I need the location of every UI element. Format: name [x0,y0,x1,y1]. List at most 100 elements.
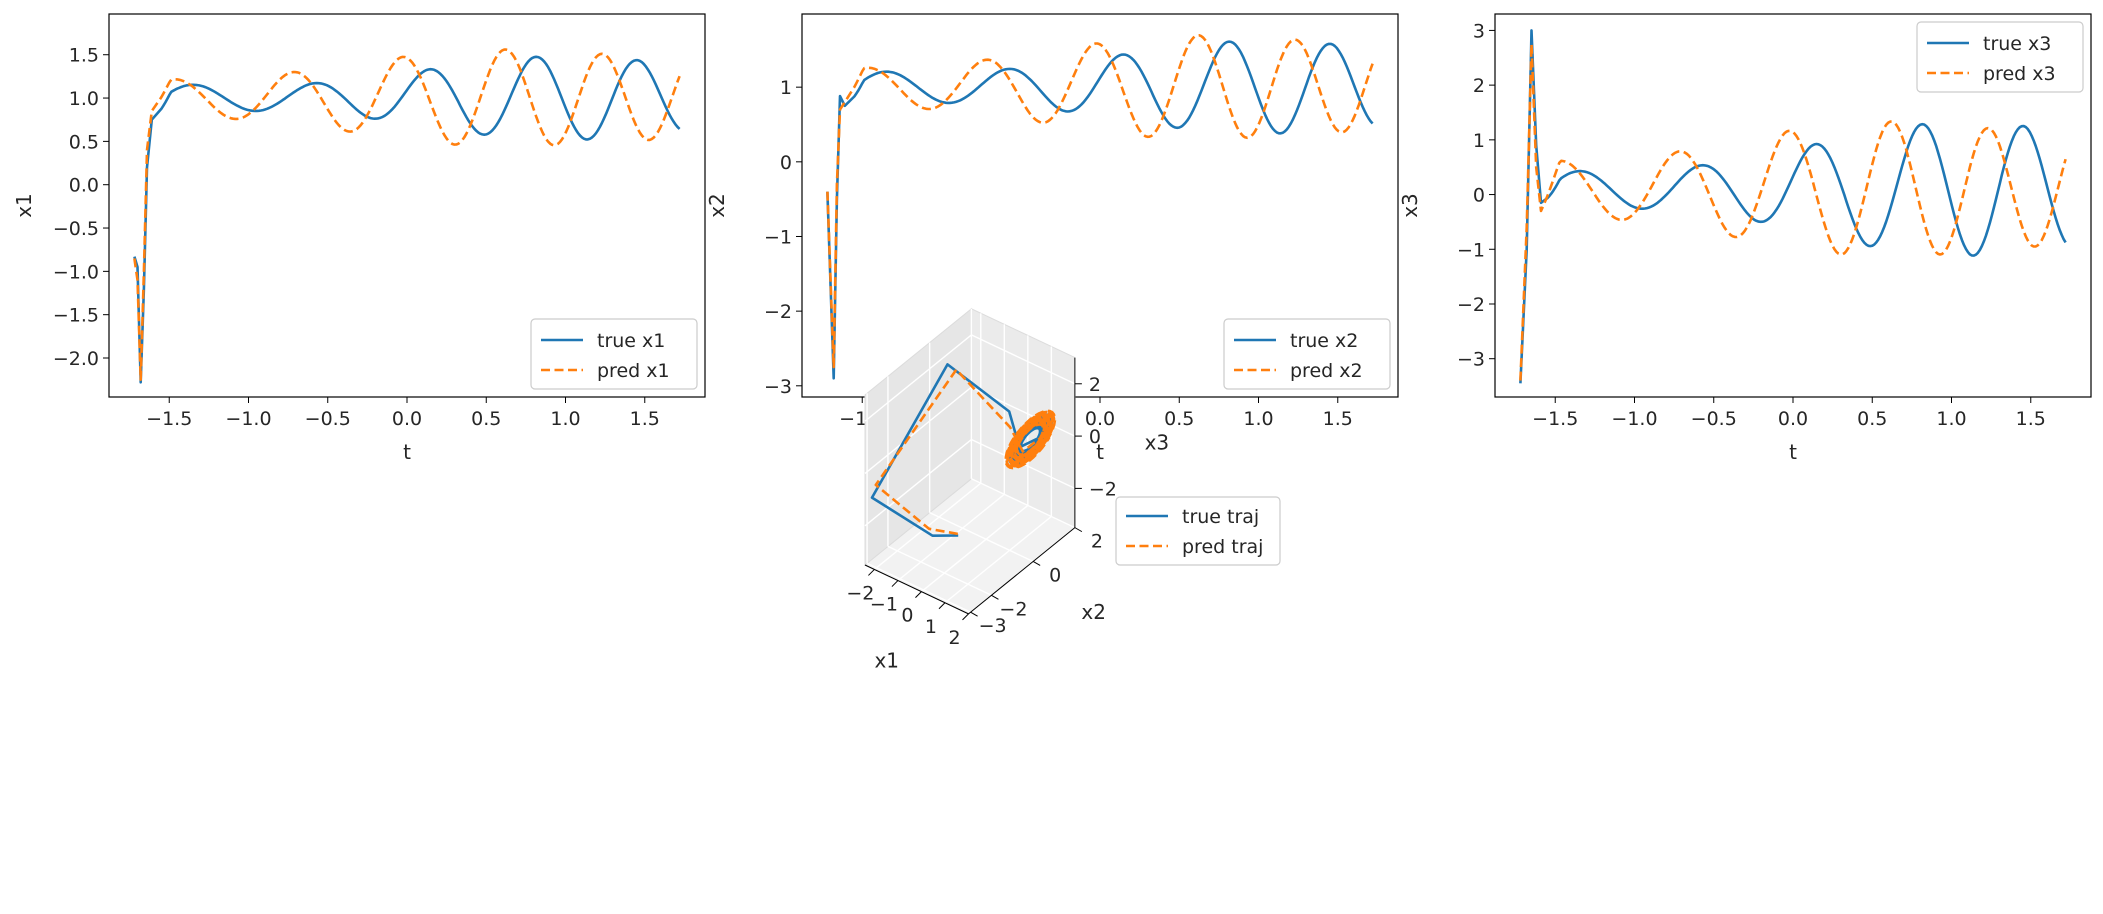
x-tick-label: 0.0 [1778,408,1808,430]
y-tick-label: −0.5 [53,218,99,240]
grid-x [944,515,1052,604]
x1-x-axis-label: t [403,440,411,464]
y-tick-label: 1 [1473,130,1485,152]
tick-label: 0 [901,605,913,627]
grid-x [897,493,1005,582]
tick-label: −3 [979,615,1007,637]
tick-label: 2 [1089,374,1101,396]
x-tick-label: −1.0 [1611,408,1657,430]
x-tick-label: 1.5 [2016,408,2046,430]
x-tick-label: 1.0 [1243,408,1273,430]
grid-z [864,334,972,422]
3d-z-axis-label: x3 [1145,431,1170,455]
tick-mark [891,580,899,587]
x-tick-label: 0.5 [1164,408,1194,430]
x2-y-axis-label: x2 [705,193,729,218]
3d-x-axis-label: x1 [874,648,899,672]
x-tick-label: 0.5 [471,408,501,430]
x-tick-label: −1.5 [146,408,192,430]
x-tick-label: 1.0 [550,408,580,430]
x-tick-label: 0.0 [392,408,422,430]
grid-z [864,386,972,475]
x3-y-axis-label: x3 [1398,193,1422,218]
tick-mark [1032,561,1041,566]
legend-label: true traj [1182,506,1259,528]
series-line-true [133,55,681,384]
tick-mark [915,591,922,599]
y-tick-label: −1 [1457,239,1485,261]
x2-plot-frame [801,13,1399,398]
legend-label: pred x1 [597,360,670,382]
series-line-pred [133,48,681,381]
tick-label: −2 [846,582,874,604]
grid-z [971,334,1076,385]
grid-y [929,511,1034,563]
x2-x-axis-label: t [1096,440,1104,464]
tick-mark [938,602,946,610]
grid-y [887,545,992,596]
y-tick-label: 3 [1473,20,1485,42]
y-tick-label: −2 [1457,294,1485,316]
legend-box [1916,21,2084,93]
x2-legend: true x2 pred x2 [1223,318,1391,390]
y-axis-line [968,527,1076,615]
grid-y [971,478,1076,529]
x-tick-label: −0.5 [305,408,351,430]
x-tick-label: 1.5 [1323,408,1353,430]
x-tick-label: −1.5 [1532,408,1578,430]
x3-axis-ticks: −1.5 −1.0 −0.5 0.0 0.5 1.0 1.5 −3 −2 −1 0 1 2 3 [1457,20,2046,430]
legend-label: pred x3 [1983,63,2056,85]
legend-label: true x3 [1983,33,2051,55]
tick-label: −2 [1089,478,1117,500]
tick-label: −1 [870,594,898,616]
tick-label: 2 [948,627,960,649]
legend-box [1115,496,1281,566]
x-axis-line [864,564,969,615]
x3-legend: true x3 pred x3 [1916,21,2084,93]
x3-plot-frame [1494,13,2092,398]
y-tick-label: −3 [1457,349,1485,371]
y-tick-label: −3 [764,376,792,398]
y-tick-label: 2 [1473,75,1485,97]
3d-legend: true traj pred traj [1115,496,1281,566]
x2-series-lines [826,34,1374,380]
x-tick-label: 0.0 [1085,408,1115,430]
grid-x [921,504,1029,593]
y-tick-label: 0.5 [69,131,99,153]
x3-series-lines [1519,29,2067,384]
y-tick-label: 0.0 [69,175,99,197]
legend-box [1223,318,1391,390]
series-line-pred [826,34,1374,369]
x-tick-label: −0.5 [1691,408,1737,430]
y-tick-label: −2 [764,301,792,323]
legend-label: true x1 [597,330,665,352]
x-tick-label: 1.0 [1936,408,1966,430]
series-line-true [826,40,1374,380]
y-tick-label: −1 [764,226,792,248]
3d-series-lines [870,363,1057,537]
y-tick-label: 1.5 [69,45,99,67]
y-tick-label: 1 [780,77,792,99]
y-tick-label: 0 [780,152,792,174]
legend-label: pred traj [1182,536,1263,558]
x1-y-axis-label: x1 [12,193,36,218]
trajectory-pred [874,368,1057,536]
x1-plot-frame [108,13,706,398]
3d-axis-panes [864,307,1076,615]
x1-axis-ticks: −1.5 −1.0 −0.5 0.0 0.5 1.0 1.5 −2.0 −1.5 −1.0 −0.5… [53,45,660,430]
tick-mark [1074,527,1083,533]
tick-label: 0 [1049,564,1061,586]
legend-box [530,318,698,390]
x1-legend: true x1 pred x1 [530,318,698,390]
tick-label: −2 [999,598,1027,620]
series-line-pred [1519,42,2067,381]
legend-label: true x2 [1290,330,1358,352]
tick-label: 0 [1089,426,1101,448]
x-tick-label: 0.5 [1857,408,1887,430]
y-tick-label: 0 [1473,185,1485,207]
chart-x2: −1.5−1.0−0.50.00.51.01.5−3−2−101 x2 t tr… [705,13,1399,464]
series-line-true [1519,29,2067,384]
tick-mark [962,613,969,621]
